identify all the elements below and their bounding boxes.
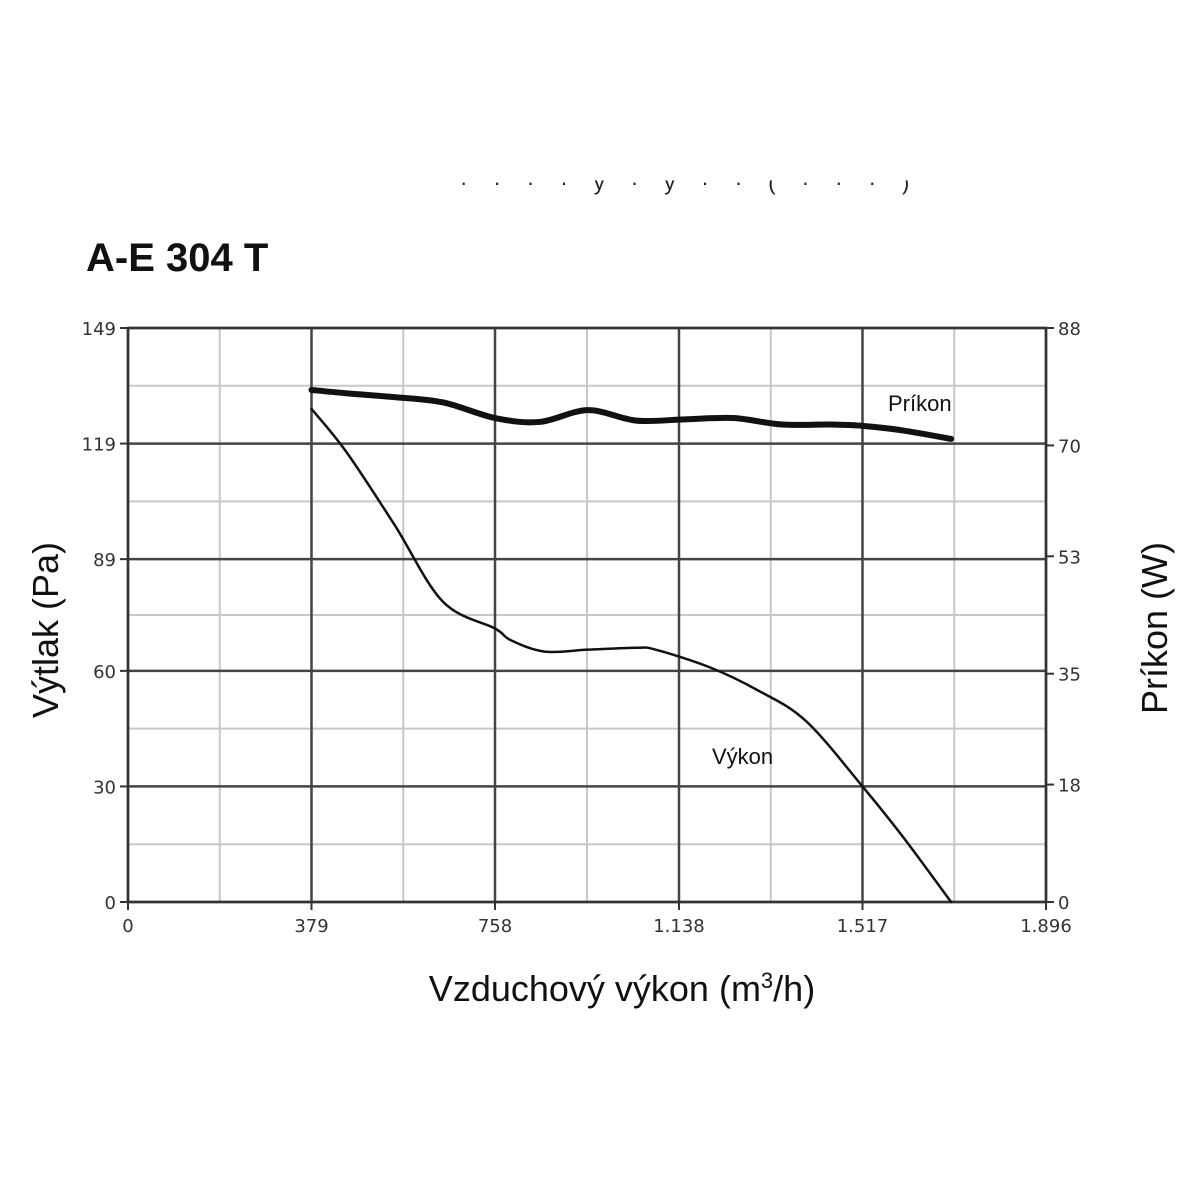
y-tick-label-left: 60 xyxy=(93,662,116,683)
y-tick-label-right: 53 xyxy=(1058,547,1081,568)
plot-frame xyxy=(126,326,1048,904)
y-tick-label-right: 70 xyxy=(1058,436,1081,457)
x-axis-label-unit: /h) xyxy=(773,968,816,1009)
x-axis-label-superscript: 3 xyxy=(760,968,774,993)
y-tick-label-right: 18 xyxy=(1058,776,1081,797)
y-tick-label-right: 35 xyxy=(1058,665,1081,686)
series-line-prikon xyxy=(308,386,955,442)
chart-title: A-E 304 T xyxy=(86,236,269,280)
series-label-vykon: Výkon xyxy=(712,744,773,769)
x-tick-label: 379 xyxy=(294,916,328,937)
y-tick-label-left: 119 xyxy=(82,435,116,456)
y-tick-label-right: 88 xyxy=(1058,319,1081,340)
y-tick-label-left: 89 xyxy=(93,550,116,571)
y-tick-label-left: 149 xyxy=(82,319,116,340)
x-tick-label: 1.517 xyxy=(837,916,889,937)
y-tick-label-left: 0 xyxy=(105,893,116,914)
y-tick-label-right: 0 xyxy=(1058,893,1069,914)
header-fragment: · · · · y · y · · ( · · · ) xyxy=(460,170,920,195)
x-axis-label: Vzduchový výkon (m3/h) xyxy=(429,968,815,1010)
y-tick-label-left: 30 xyxy=(93,777,116,798)
x-axis-label-text: Vzduchový výkon (m xyxy=(428,968,761,1009)
x-tick-label: 1.138 xyxy=(653,916,705,937)
x-tick-label: 0 xyxy=(122,916,133,937)
series-line-vykon xyxy=(310,407,953,904)
series-label-prikon: Príkon xyxy=(888,391,952,416)
x-tick-label: 758 xyxy=(478,916,512,937)
x-tick-label: 1.896 xyxy=(1020,916,1072,937)
